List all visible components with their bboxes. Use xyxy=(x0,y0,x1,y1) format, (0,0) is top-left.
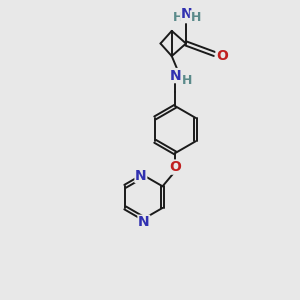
Text: H: H xyxy=(172,11,183,24)
Text: O: O xyxy=(216,49,228,62)
Text: H: H xyxy=(190,11,201,24)
Text: N: N xyxy=(169,69,181,82)
Text: N: N xyxy=(135,169,147,182)
Text: O: O xyxy=(169,160,181,174)
Text: N: N xyxy=(138,215,150,229)
Text: N: N xyxy=(181,8,192,21)
Text: H: H xyxy=(182,74,193,87)
